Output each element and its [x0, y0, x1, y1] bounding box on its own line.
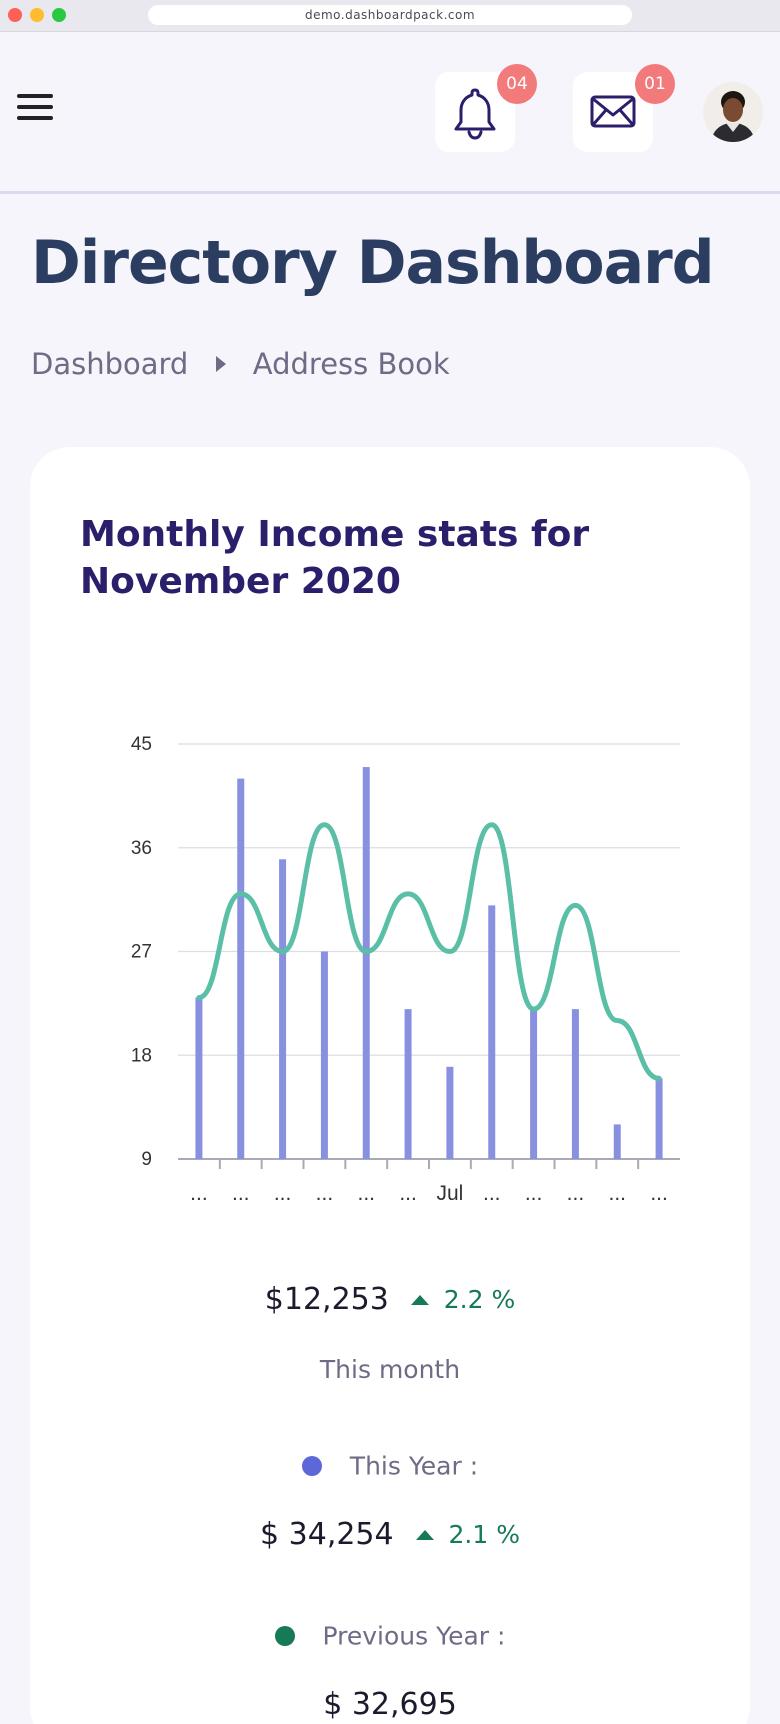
income-stats-card: Monthly Income stats for November 2020 9… — [30, 447, 750, 1724]
x-tick-label: ... — [483, 1182, 501, 1205]
chart-bar — [613, 1124, 621, 1159]
x-tick-label: ... — [316, 1182, 334, 1205]
this-year-dot-icon — [301, 1456, 322, 1476]
notifications-button[interactable]: 04 — [435, 64, 537, 152]
avatar-photo-icon — [703, 82, 763, 142]
previous-year-dot-icon — [274, 1626, 295, 1646]
chart-bar — [571, 1009, 579, 1159]
chart-bar — [530, 1009, 538, 1159]
x-tick-label: Jul — [436, 1182, 463, 1205]
previous-year-amount: $ 32,695 — [323, 1687, 457, 1722]
messages-count-badge: 01 — [635, 64, 675, 104]
y-tick-label: 18 — [131, 1045, 152, 1066]
trend-up-icon — [416, 1529, 435, 1540]
y-tick-label: 45 — [131, 734, 152, 755]
x-tick-label: ... — [525, 1182, 543, 1205]
x-tick-label: ... — [567, 1182, 585, 1205]
window-maximize-button[interactable] — [52, 8, 66, 22]
income-chart: 9 18 27 36 45.................. Jul..........… — [131, 734, 680, 1205]
browser-toolbar: demo.dashboardpack.com — [0, 0, 780, 32]
messages-button[interactable]: 01 — [573, 64, 675, 152]
breadcrumb-separator-icon — [215, 356, 226, 372]
breadcrumb-current: Address Book — [252, 347, 450, 381]
user-avatar[interactable] — [703, 82, 763, 142]
page-title: Directory Dashboard — [31, 228, 715, 298]
this-year-summary: $ 34,254 2.1 % — [30, 1517, 750, 1552]
x-tick-label: ... — [232, 1182, 250, 1205]
window-minimize-button[interactable] — [30, 8, 44, 22]
previous-year-label: Previous Year : — [322, 1621, 506, 1651]
chart-bar — [195, 997, 203, 1159]
y-tick-label: 27 — [131, 942, 152, 963]
chart-bar — [279, 859, 287, 1159]
this-month-summary: $12,253 2.2 % — [30, 1282, 750, 1317]
breadcrumb: Dashboard Address Book — [31, 345, 450, 385]
x-tick-label: ... — [190, 1182, 208, 1205]
bell-icon — [454, 88, 496, 140]
chart-bar — [446, 1066, 454, 1159]
window-close-button[interactable] — [8, 8, 22, 22]
this-year-amount: $ 34,254 — [260, 1517, 394, 1552]
this-month-label: This month — [319, 1355, 461, 1384]
x-tick-label: ... — [399, 1182, 417, 1205]
notifications-count-badge: 04 — [497, 64, 537, 104]
x-tick-label: ... — [357, 1182, 375, 1205]
chart-bar — [655, 1078, 663, 1159]
this-year-legend: This Year : — [30, 1450, 750, 1481]
top-navbar: 04 01 — [0, 32, 780, 194]
previous-year-summary: $ 32,695 — [30, 1687, 750, 1722]
breadcrumb-dashboard-link[interactable]: Dashboard — [31, 347, 189, 381]
x-tick-label: ... — [650, 1182, 668, 1205]
chart-bar — [404, 1009, 412, 1159]
chart-line-series — [196, 822, 662, 1081]
trend-up-icon — [411, 1294, 430, 1305]
envelope-icon — [590, 95, 636, 128]
address-bar[interactable]: demo.dashboardpack.com — [148, 5, 632, 25]
chart-bar — [320, 951, 328, 1159]
this-month-amount: $12,253 — [264, 1282, 389, 1317]
menu-icon[interactable] — [17, 92, 55, 124]
card-title: Monthly Income stats for November 2020 — [80, 514, 590, 602]
previous-year-legend: Previous Year : — [30, 1620, 750, 1651]
this-month-change: 2.2 % — [443, 1285, 516, 1314]
chart-bar — [237, 778, 245, 1159]
chart-bar — [362, 767, 370, 1159]
y-tick-label: 9 — [141, 1149, 152, 1170]
x-tick-label: ... — [608, 1182, 626, 1205]
x-tick-label: ... — [274, 1182, 292, 1205]
this-year-label: This Year : — [349, 1451, 479, 1481]
this-year-change: 2.1 % — [448, 1520, 520, 1549]
y-tick-label: 36 — [131, 838, 152, 859]
chart-bar — [488, 905, 496, 1159]
